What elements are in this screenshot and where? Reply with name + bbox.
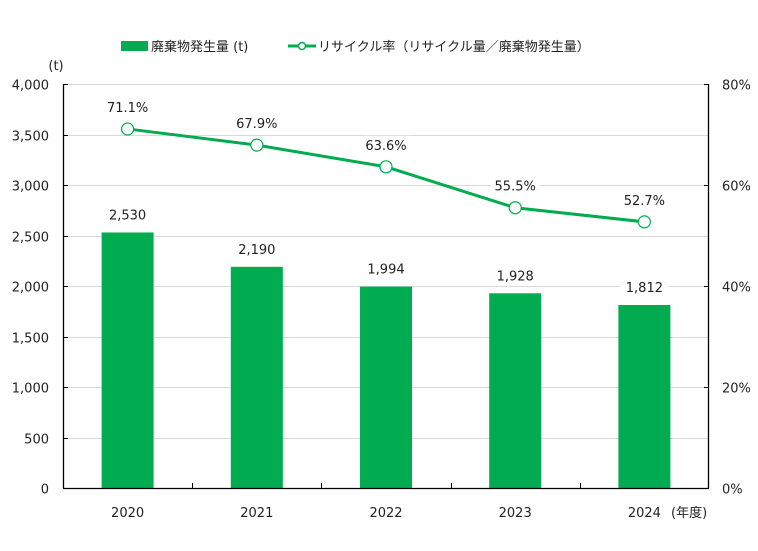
y-left-tick-label: 3,500 bbox=[12, 130, 49, 145]
bar-value-label: 2,530 bbox=[109, 208, 146, 223]
x-tick-label: 2022 bbox=[369, 506, 402, 521]
y-right-tick-label: 60% bbox=[722, 180, 751, 195]
line-value-label-bg bbox=[362, 135, 410, 154]
data-labels: 2,530 2,190 1,994 1,928 1,812 71.1% 67.9% 63.6%… bbox=[103, 97, 669, 296]
bar-value-label-bg bbox=[620, 277, 669, 296]
line-value-label-bg bbox=[620, 190, 669, 209]
line-marker bbox=[508, 201, 522, 215]
bar-series bbox=[101, 232, 671, 488]
y-right-tick-label: 0% bbox=[722, 483, 743, 498]
line-series bbox=[120, 122, 652, 229]
line-value-label-bg bbox=[232, 114, 281, 133]
y-right-tick-label: 20% bbox=[722, 382, 751, 397]
y-left-tick-label: 4,000 bbox=[12, 79, 49, 94]
legend-line-label: リサイクル率（リサイクル量／廃棄物発生量） bbox=[318, 39, 590, 55]
bar bbox=[489, 293, 542, 488]
legend-line-marker bbox=[297, 41, 307, 51]
line-value-label: 52.7% bbox=[624, 194, 665, 209]
bar-value-label-bg bbox=[491, 266, 540, 285]
bar bbox=[360, 286, 412, 488]
line-value-label: 63.6% bbox=[365, 139, 406, 154]
y-left-tick-label: 0 bbox=[41, 483, 49, 498]
line-value-label-bg bbox=[491, 176, 540, 195]
line-value-label: 55.5% bbox=[495, 180, 536, 195]
x-tick-label: 2023 bbox=[499, 506, 532, 521]
bar-value-label: 1,812 bbox=[626, 281, 663, 296]
legend-bar-label: 廃棄物発生量 (t) bbox=[151, 39, 248, 55]
line-marker bbox=[637, 215, 652, 229]
bar-value-label-bg bbox=[232, 239, 281, 258]
bar-value-label: 2,190 bbox=[238, 243, 275, 258]
line-value-label-bg bbox=[103, 97, 152, 116]
bar bbox=[101, 232, 154, 488]
legend: 廃棄物発生量 (t) リサイクル率（リサイクル量／廃棄物発生量） bbox=[121, 39, 590, 55]
x-tick-label: 2020 bbox=[111, 506, 144, 521]
bar-value-label-bg bbox=[103, 205, 152, 224]
legend-bar-swatch bbox=[121, 41, 148, 51]
y-right-tick-label: 40% bbox=[722, 281, 751, 296]
line-value-label: 71.1% bbox=[107, 101, 148, 116]
y-left-tick-label: 2,500 bbox=[12, 231, 49, 246]
y-left-tick-label: 2,000 bbox=[12, 281, 49, 296]
bar-value-label: 1,928 bbox=[497, 269, 534, 284]
bar-value-label: 1,994 bbox=[367, 263, 404, 278]
line-marker bbox=[379, 160, 393, 174]
y-left-tick-label: 3,000 bbox=[12, 180, 49, 195]
y-left-axis-unit: (t) bbox=[48, 59, 63, 74]
y-left-tick-label: 500 bbox=[24, 433, 49, 448]
y-left-tick-label: 1,500 bbox=[12, 332, 49, 347]
line-value-label: 67.9% bbox=[236, 117, 277, 132]
bar bbox=[230, 266, 283, 488]
line-marker bbox=[250, 138, 264, 152]
x-tick-label: 2021 bbox=[240, 506, 273, 521]
line-marker bbox=[120, 122, 135, 136]
axes: 0 500 1,000 1,500 2,000 2,500 3,000 3,500 4,000 0… bbox=[12, 79, 751, 522]
bar bbox=[618, 304, 671, 488]
x-axis-unit: (年度) bbox=[671, 505, 707, 521]
y-right-tick-label: 80% bbox=[722, 79, 751, 94]
y-left-tick-label: 1,000 bbox=[12, 382, 49, 397]
bar-value-label-bg bbox=[362, 259, 410, 278]
x-tick-label: 2024 bbox=[628, 506, 661, 521]
